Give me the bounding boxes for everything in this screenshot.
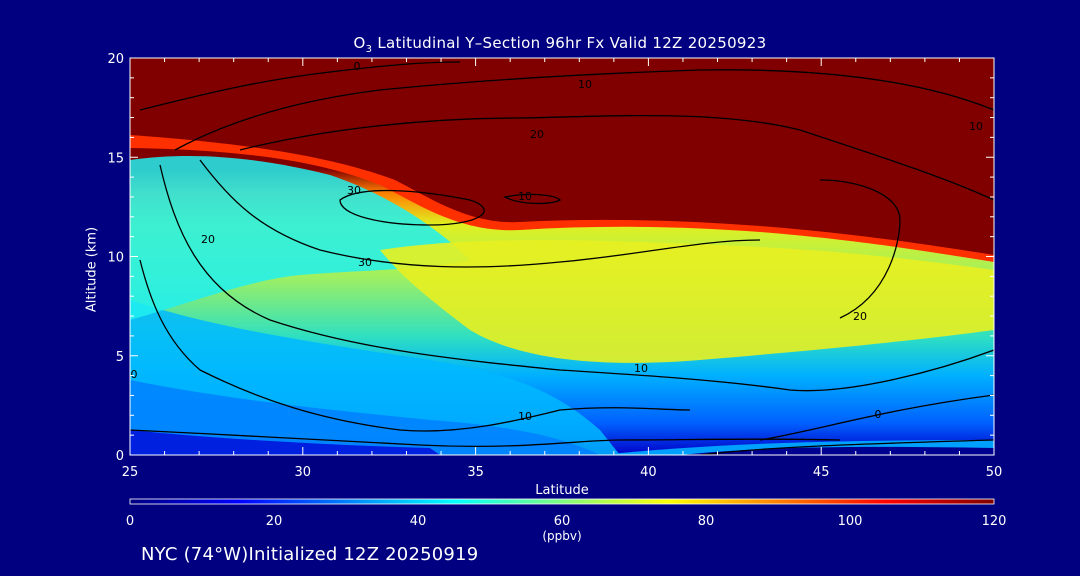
colorbar-strip bbox=[129, 498, 995, 505]
x-tick-label: 25 bbox=[122, 465, 139, 480]
field-dark-red-stratosphere bbox=[130, 58, 994, 255]
contour-30-east bbox=[503, 193, 562, 205]
y-tick-label: 0 bbox=[116, 449, 124, 464]
contour-label: 0 bbox=[354, 60, 361, 73]
field-cyan-column bbox=[130, 155, 470, 320]
x-tick-label: 45 bbox=[813, 465, 830, 480]
contour-0-south bbox=[130, 429, 841, 448]
x-tick-label: 40 bbox=[640, 465, 657, 480]
field-surface-navy bbox=[680, 446, 994, 455]
contour-0-upper bbox=[139, 61, 461, 111]
x-axis-label: Latitude bbox=[535, 483, 589, 498]
contour-0-mid bbox=[139, 259, 691, 432]
contour-label: 10 bbox=[518, 410, 532, 423]
contour-label: 30 bbox=[358, 256, 372, 269]
colorbar-tick-label: 40 bbox=[410, 514, 427, 529]
colorbar-tick-label: 20 bbox=[266, 514, 283, 529]
y-tick-label: 20 bbox=[107, 52, 124, 67]
chart-title: O3 Latitudinal Y–Section 96hr Fx Valid 1… bbox=[0, 34, 1080, 55]
colorbar-tick-label: 60 bbox=[554, 514, 571, 529]
y-tick-label: 10 bbox=[107, 251, 124, 266]
y-axis-label: Altitude (km) bbox=[84, 226, 100, 313]
colorbar-tick-label: 100 bbox=[838, 514, 863, 529]
contour-label: 10 bbox=[634, 362, 648, 375]
colorbar-tick-label: 120 bbox=[982, 514, 1007, 529]
contour-label: 0 bbox=[875, 408, 882, 421]
contour-label: 20 bbox=[201, 233, 215, 246]
contour-30-west bbox=[339, 189, 485, 226]
field-deep-blue bbox=[130, 430, 440, 455]
title-rest: Latitudinal Y–Section 96hr Fx Valid 12Z … bbox=[372, 34, 767, 52]
y-tick-label: 15 bbox=[107, 151, 124, 166]
contour-label: 20 bbox=[530, 128, 544, 141]
contour-10-east bbox=[759, 394, 994, 441]
colorbar-unit: (ppbv) bbox=[542, 529, 581, 543]
contour-label: 30 bbox=[347, 184, 361, 197]
field-yellow-band bbox=[380, 240, 994, 363]
contour-label: 10 bbox=[578, 78, 592, 91]
x-tick-label: 30 bbox=[295, 465, 312, 480]
contour-0-surface bbox=[699, 439, 994, 455]
contour-label-group: 0 10 20 30 10 20 30 10 20 10 0 10 0 bbox=[131, 60, 984, 423]
init-footer: NYC (74°W)Initialized 12Z 20250919 bbox=[141, 544, 479, 565]
contour-20-upper bbox=[239, 114, 994, 201]
contour-20-inner bbox=[199, 159, 761, 268]
title-subscript: 3 bbox=[365, 44, 373, 55]
contour-label: 10 bbox=[518, 190, 532, 203]
colorbar-tick-label: 80 bbox=[698, 514, 715, 529]
contour-10-mid bbox=[159, 164, 994, 392]
y-tick-label: 5 bbox=[116, 350, 124, 365]
contour-label: 10 bbox=[969, 120, 983, 133]
contour-label: 20 bbox=[853, 310, 867, 323]
contour-10-upper bbox=[174, 69, 994, 151]
title-o: O bbox=[353, 34, 366, 52]
x-tick-label: 50 bbox=[986, 465, 1003, 480]
contour-lines bbox=[130, 61, 994, 455]
contour-20-east bbox=[819, 179, 901, 319]
filled-field bbox=[130, 58, 994, 455]
contour-label: 0 bbox=[131, 368, 138, 381]
x-tick-label: 35 bbox=[467, 465, 484, 480]
colorbar: 0 20 40 60 80 100 120 (ppbv) bbox=[126, 498, 1007, 543]
colorbar-tick-label: 0 bbox=[126, 514, 134, 529]
